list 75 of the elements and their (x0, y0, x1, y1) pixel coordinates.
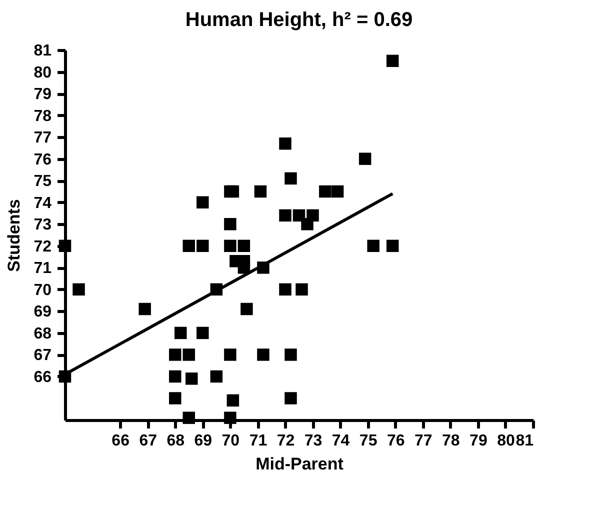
point (224, 240, 236, 252)
y-tick-label: 69 (34, 304, 52, 321)
point (182, 240, 196, 252)
x-tick-label: 66 (112, 432, 130, 450)
point (174, 326, 187, 340)
y-tick-label: 74 (34, 194, 52, 212)
point (319, 185, 332, 198)
y-tick-label: 68 (34, 325, 52, 342)
point (331, 185, 344, 198)
point (301, 218, 314, 230)
point (168, 348, 182, 361)
point (226, 185, 240, 198)
y-tick-label: 66 (34, 368, 52, 386)
point (138, 302, 151, 316)
y-tick-label: 81 (34, 42, 52, 60)
y-tick-label: 77 (34, 130, 52, 147)
point (279, 137, 292, 150)
y-tick-label: 70 (34, 282, 52, 299)
x-tick-label: 73 (304, 432, 322, 450)
point (296, 283, 308, 296)
y-tick-label: 78 (34, 108, 52, 125)
point (284, 392, 297, 404)
point (182, 412, 196, 424)
point (254, 185, 267, 198)
y-tick-label: 71 (34, 260, 52, 278)
point (182, 348, 196, 361)
point (238, 240, 250, 252)
x-tick-label: 74 (332, 432, 350, 450)
point (196, 326, 209, 340)
x-tick-label: 68 (166, 432, 185, 450)
x-axis-title: Mid-Parent (256, 454, 344, 474)
point (224, 218, 236, 230)
x-tick-label: 67 (139, 432, 158, 450)
point (226, 394, 240, 407)
point (386, 54, 399, 68)
y-axis-title: Students (4, 199, 24, 272)
x-tick-label: 72 (276, 432, 295, 450)
point (358, 152, 372, 165)
y-tick-label: 79 (34, 86, 52, 104)
point (240, 302, 253, 316)
x-tick-label: 76 (386, 432, 405, 450)
y-tick-label: 73 (34, 216, 52, 234)
point (58, 240, 72, 252)
point (196, 196, 209, 208)
point (284, 172, 297, 185)
point (279, 209, 292, 222)
x-tick-label: 78 (442, 432, 460, 450)
point (186, 372, 198, 385)
y-tick-label: 72 (34, 238, 52, 256)
x-tick-label: 71 (249, 432, 268, 450)
point (210, 370, 223, 383)
point (224, 412, 236, 424)
point (284, 348, 297, 361)
x-tick-label: 75 (359, 432, 378, 450)
point (238, 262, 250, 274)
y-tick-label: 80 (34, 64, 52, 82)
point (367, 240, 380, 252)
point (72, 283, 85, 296)
point (279, 283, 292, 296)
x-tick-label: 70 (222, 432, 240, 450)
point (168, 370, 182, 383)
point (224, 348, 236, 361)
x-tick-label: 80 (497, 432, 515, 450)
y-tick-label: 75 (34, 173, 52, 190)
x-tick-label: 79 (470, 432, 488, 450)
x-tick-label: 77 (414, 432, 432, 450)
point (386, 240, 399, 252)
point (196, 240, 209, 252)
y-tick-label: 67 (34, 347, 52, 364)
x-tick-label: 81 (516, 432, 534, 450)
point (168, 392, 182, 404)
x-tick-label: 69 (194, 432, 212, 450)
chart-title: Human Height, h² = 0.69 (185, 9, 413, 31)
y-tick-label: 76 (34, 151, 52, 168)
point (257, 348, 270, 361)
